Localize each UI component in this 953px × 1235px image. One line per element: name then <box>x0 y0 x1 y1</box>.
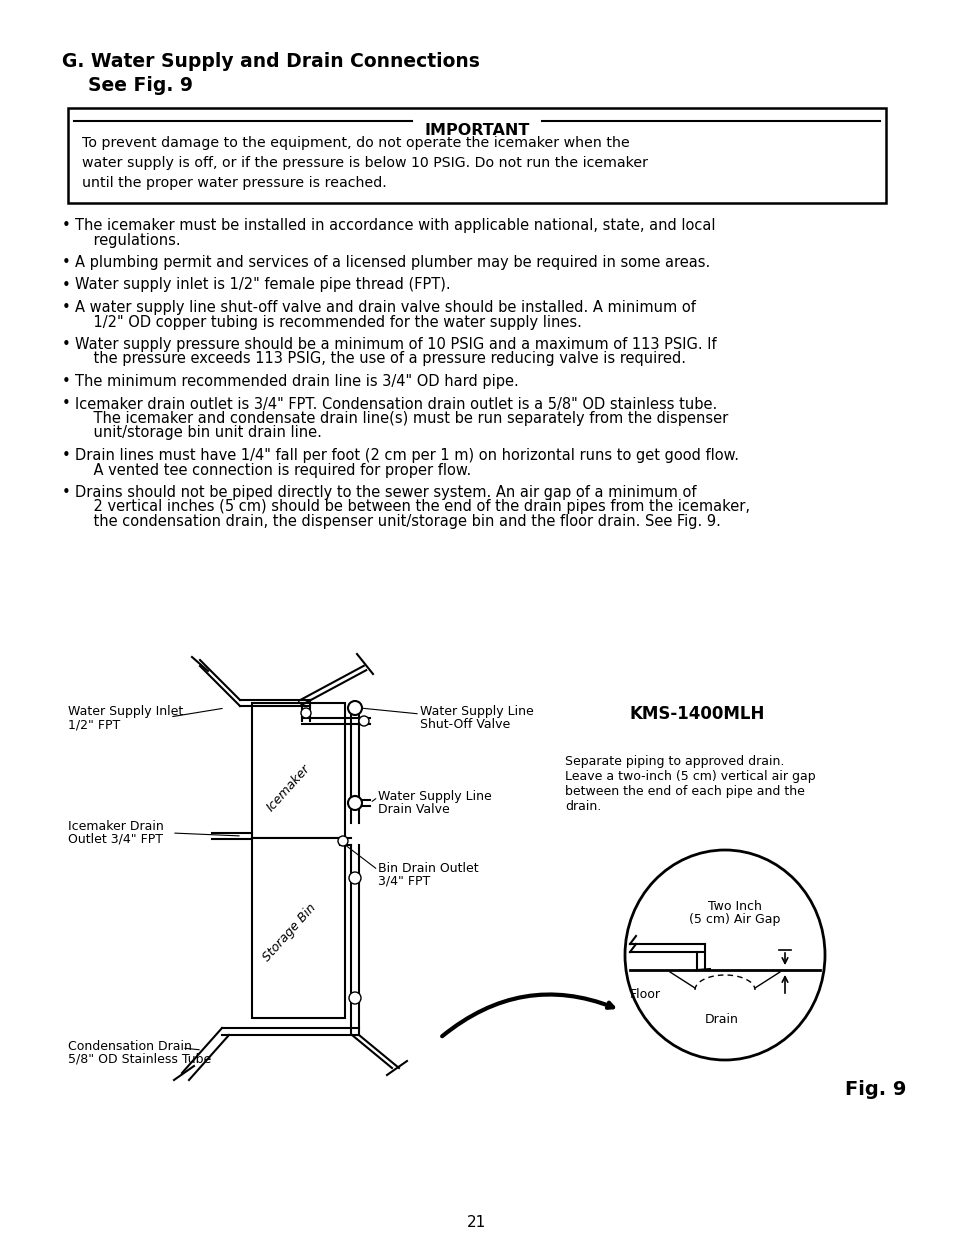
Text: See Fig. 9: See Fig. 9 <box>62 77 193 95</box>
Text: The icemaker must be installed in accordance with applicable national, state, an: The icemaker must be installed in accord… <box>75 219 715 233</box>
Text: the condensation drain, the dispenser unit/storage bin and the floor drain. See : the condensation drain, the dispenser un… <box>75 514 720 529</box>
Text: Fig. 9: Fig. 9 <box>844 1079 905 1099</box>
Text: •: • <box>62 219 71 233</box>
Bar <box>68 107 885 203</box>
Text: Floor: Floor <box>629 988 660 1002</box>
Text: Water Supply Line: Water Supply Line <box>377 790 491 803</box>
Text: Icemaker Drain: Icemaker Drain <box>68 820 164 832</box>
Text: 21: 21 <box>467 1215 486 1230</box>
Text: Storage Bin: Storage Bin <box>260 902 318 965</box>
Ellipse shape <box>624 850 824 1060</box>
Text: unit/storage bin unit drain line.: unit/storage bin unit drain line. <box>75 426 321 441</box>
Circle shape <box>348 701 361 715</box>
Text: Shut-Off Valve: Shut-Off Valve <box>419 718 510 731</box>
Text: 3/4" FPT: 3/4" FPT <box>377 876 430 888</box>
Circle shape <box>349 992 360 1004</box>
Text: KMS-1400MLH: KMS-1400MLH <box>629 705 764 722</box>
Text: •: • <box>62 278 71 293</box>
Text: Outlet 3/4" FPT: Outlet 3/4" FPT <box>68 832 163 846</box>
Text: Water supply inlet is 1/2" female pipe thread (FPT).: Water supply inlet is 1/2" female pipe t… <box>75 278 450 293</box>
Text: •: • <box>62 374 71 389</box>
Text: Bin Drain Outlet: Bin Drain Outlet <box>377 862 478 876</box>
Text: 1/2" FPT: 1/2" FPT <box>68 718 120 731</box>
Circle shape <box>349 872 360 884</box>
Text: the pressure exceeds 113 PSIG, the use of a pressure reducing valve is required.: the pressure exceeds 113 PSIG, the use o… <box>75 352 685 367</box>
Bar <box>252 703 345 839</box>
Text: drain.: drain. <box>564 800 600 813</box>
Text: Condensation Drain: Condensation Drain <box>68 1040 192 1053</box>
Text: •: • <box>62 396 71 411</box>
Text: Drain lines must have 1/4" fall per foot (2 cm per 1 m) on horizontal runs to ge: Drain lines must have 1/4" fall per foot… <box>75 448 739 463</box>
Text: 1/2" OD copper tubing is recommended for the water supply lines.: 1/2" OD copper tubing is recommended for… <box>75 315 581 330</box>
Circle shape <box>348 797 361 810</box>
Text: Icemaker drain outlet is 3/4" FPT. Condensation drain outlet is a 5/8" OD stainl: Icemaker drain outlet is 3/4" FPT. Conde… <box>75 396 717 411</box>
Text: To prevent damage to the equipment, do not operate the icemaker when the
water s: To prevent damage to the equipment, do n… <box>82 136 647 190</box>
Text: regulations.: regulations. <box>75 232 180 247</box>
Circle shape <box>358 716 369 726</box>
Text: •: • <box>62 337 71 352</box>
Text: between the end of each pipe and the: between the end of each pipe and the <box>564 785 804 798</box>
Text: The icemaker and condensate drain line(s) must be run separately from the dispen: The icemaker and condensate drain line(s… <box>75 411 727 426</box>
Circle shape <box>301 708 311 718</box>
Text: IMPORTANT: IMPORTANT <box>424 124 529 138</box>
Text: 2 vertical inches (5 cm) should be between the end of the drain pipes from the i: 2 vertical inches (5 cm) should be betwe… <box>75 499 749 515</box>
Text: Separate piping to approved drain.: Separate piping to approved drain. <box>564 755 783 768</box>
Text: 5/8" OD Stainless Tube: 5/8" OD Stainless Tube <box>68 1053 211 1066</box>
Text: •: • <box>62 254 71 270</box>
Text: Two Inch: Two Inch <box>707 900 761 913</box>
Text: (5 cm) Air Gap: (5 cm) Air Gap <box>689 913 780 926</box>
Text: •: • <box>62 485 71 500</box>
Text: Leave a two-inch (5 cm) vertical air gap: Leave a two-inch (5 cm) vertical air gap <box>564 769 815 783</box>
Text: Drain: Drain <box>704 1013 739 1026</box>
Text: A water supply line shut-off valve and drain valve should be installed. A minimu: A water supply line shut-off valve and d… <box>75 300 695 315</box>
Text: Water Supply Inlet: Water Supply Inlet <box>68 705 183 718</box>
Text: A vented tee connection is required for proper flow.: A vented tee connection is required for … <box>75 462 471 478</box>
Text: Drains should not be piped directly to the sewer system. An air gap of a minimum: Drains should not be piped directly to t… <box>75 485 696 500</box>
Text: Icemaker: Icemaker <box>264 762 313 814</box>
Bar <box>252 839 345 1018</box>
Text: The minimum recommended drain line is 3/4" OD hard pipe.: The minimum recommended drain line is 3/… <box>75 374 518 389</box>
Text: G. Water Supply and Drain Connections: G. Water Supply and Drain Connections <box>62 52 479 70</box>
Text: •: • <box>62 448 71 463</box>
Text: •: • <box>62 300 71 315</box>
Text: Drain Valve: Drain Valve <box>377 803 449 816</box>
Circle shape <box>337 836 348 846</box>
Text: Water supply pressure should be a minimum of 10 PSIG and a maximum of 113 PSIG. : Water supply pressure should be a minimu… <box>75 337 716 352</box>
Text: A plumbing permit and services of a licensed plumber may be required in some are: A plumbing permit and services of a lice… <box>75 254 709 270</box>
Text: Water Supply Line: Water Supply Line <box>419 705 533 718</box>
